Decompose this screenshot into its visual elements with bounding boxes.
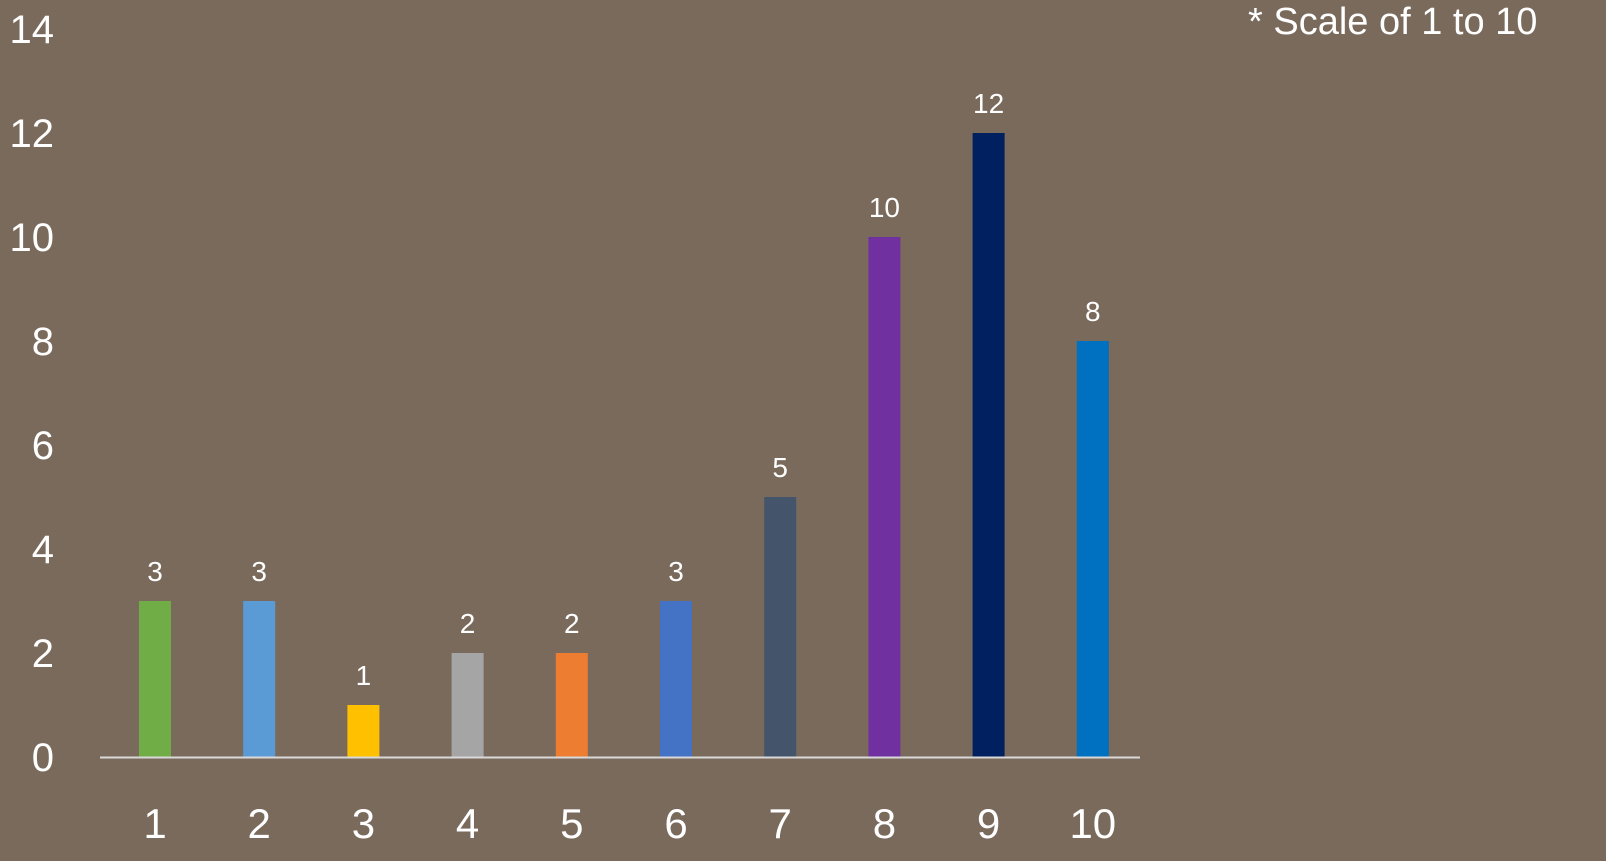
x-tick-label: 3 [352,800,375,847]
data-label: 12 [973,88,1004,119]
y-tick-label: 4 [32,528,54,572]
data-label: 1 [356,660,372,691]
bar [139,601,171,757]
bar [347,705,380,757]
x-tick-label: 8 [873,800,896,847]
data-label: 3 [147,556,163,587]
data-label: 3 [251,556,267,587]
y-axis-labels: 0 2 4 6 8 10 12 14 [10,8,55,780]
y-tick-label: 10 [10,216,55,260]
bars [139,133,1109,757]
x-axis-labels: 1 2 3 4 5 6 7 8 9 10 [143,800,1116,847]
data-label: 2 [460,608,476,639]
bar [972,133,1005,757]
data-label: 8 [1085,296,1101,327]
data-label: 10 [869,192,900,223]
bar [243,601,276,757]
y-tick-label: 8 [32,320,54,364]
x-tick-label: 5 [560,800,583,847]
y-tick-label: 12 [10,112,55,156]
x-tick-label: 1 [143,800,166,847]
bar [660,601,692,757]
data-label: 2 [564,608,580,639]
data-label: 3 [668,556,684,587]
x-tick-label: 7 [769,800,792,847]
bar [764,497,797,757]
bar [1076,341,1109,757]
bar [451,653,484,757]
y-tick-label: 2 [32,632,54,676]
scale-note: * Scale of 1 to 10 [1248,1,1538,43]
x-tick-label: 2 [248,800,271,847]
bar [555,653,588,757]
x-tick-label: 4 [456,800,479,847]
x-tick-label: 6 [664,800,687,847]
y-tick-label: 0 [32,736,54,780]
y-tick-label: 6 [32,424,54,468]
bar [868,237,901,757]
y-tick-label: 14 [10,8,55,52]
x-tick-label: 9 [977,800,1000,847]
x-tick-label: 10 [1069,800,1116,847]
data-label: 5 [772,452,788,483]
